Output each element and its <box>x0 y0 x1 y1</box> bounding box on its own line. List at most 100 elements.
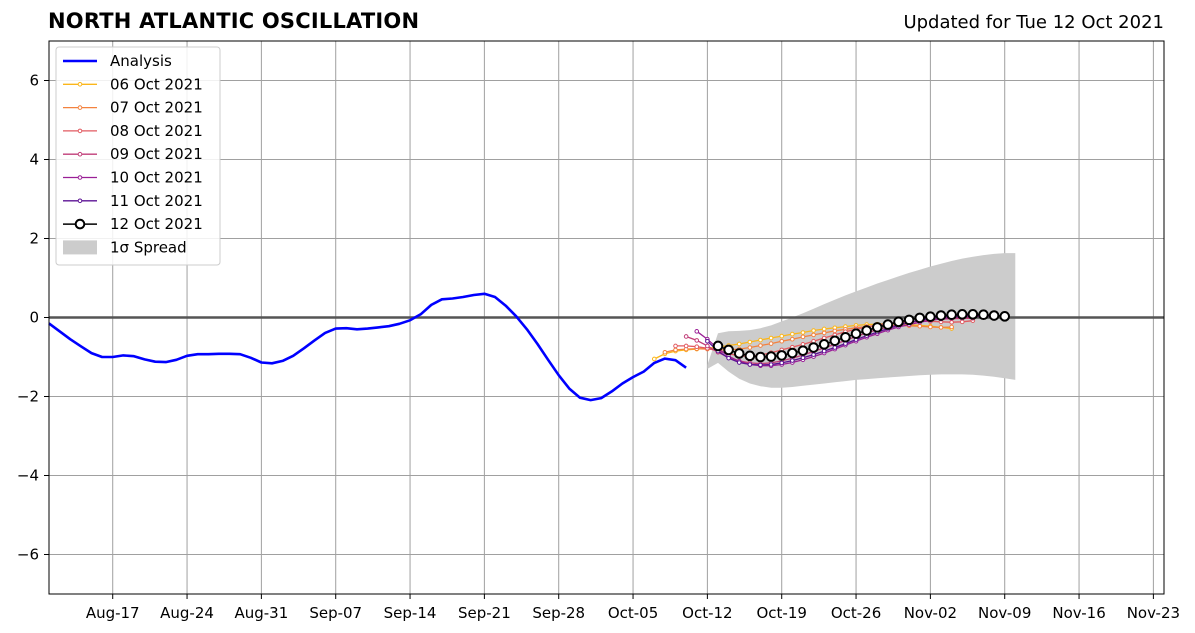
y-tick-label: −2 <box>17 388 39 406</box>
forecast-point <box>811 332 816 338</box>
latest-forecast-point <box>765 351 777 362</box>
latest-forecast-point <box>723 344 734 356</box>
forecast-point <box>800 330 806 335</box>
latest-forecast-point <box>956 309 968 320</box>
latest-forecast-point <box>999 311 1011 322</box>
legend-entry-label: 07 Oct 2021 <box>110 99 203 117</box>
forecast-point <box>758 337 763 343</box>
latest-forecast-point <box>797 345 809 356</box>
latest-forecast-point <box>744 350 756 362</box>
latest-forecast-point <box>818 339 830 350</box>
x-tick-label: Oct-26 <box>831 604 881 622</box>
x-tick-label: Oct-12 <box>682 604 732 622</box>
forecast-point <box>779 338 785 344</box>
forecast-point <box>705 343 710 349</box>
forecast-point <box>694 329 700 334</box>
latest-forecast-point <box>903 314 915 326</box>
forecast-point <box>949 324 954 330</box>
forecast-point <box>651 356 657 362</box>
y-tick-label: −4 <box>17 467 39 485</box>
chart-title: NORTH ATLANTIC OSCILLATION <box>48 9 420 33</box>
legend-entry-label: 10 Oct 2021 <box>110 169 203 187</box>
y-tick-label: 4 <box>29 151 39 169</box>
x-tick-label: Nov-09 <box>978 604 1031 622</box>
legend-swatch-marker <box>77 105 83 110</box>
latest-forecast-point <box>829 335 841 347</box>
latest-forecast-point <box>861 325 872 336</box>
forecast-point <box>800 355 806 361</box>
latest-forecast-point <box>914 312 926 324</box>
legend-entry-label: 08 Oct 2021 <box>110 122 203 140</box>
forecast-point <box>662 349 668 355</box>
forecast-point <box>917 323 923 329</box>
forecast-point <box>779 360 785 366</box>
latest-forecast-point <box>755 351 766 363</box>
latest-forecast-point <box>840 331 851 343</box>
forecast-point <box>821 348 827 354</box>
latest-forecast-point <box>787 347 798 359</box>
x-tick-label: Sep-28 <box>532 604 585 622</box>
forecast-point <box>673 347 678 353</box>
x-tick-label: Aug-31 <box>234 604 288 622</box>
forecast-point <box>800 334 806 340</box>
legend-swatch-marker <box>77 151 83 157</box>
forecast-point <box>832 328 838 334</box>
legend-entry-label: 12 Oct 2021 <box>110 215 203 233</box>
forecast-point <box>768 362 774 367</box>
forecast-point <box>736 341 742 347</box>
analysis-line <box>48 292 687 402</box>
forecast-point <box>747 362 753 367</box>
x-tick-label: Aug-24 <box>160 604 214 622</box>
forecast-point <box>790 358 795 363</box>
forecast-point <box>694 344 700 350</box>
x-tick-label: Oct-05 <box>608 604 658 622</box>
latest-forecast-point <box>882 319 894 330</box>
legend-entry-label: Analysis <box>110 52 172 70</box>
legend: Analysis 06 Oct 2021 07 Oct 2021 08 Oct 202… <box>55 46 221 266</box>
forecast-point <box>758 343 763 348</box>
forecast-point <box>747 339 753 345</box>
y-tick-label: 2 <box>29 230 39 248</box>
latest-forecast-point <box>967 309 979 320</box>
forecast-point <box>821 330 827 336</box>
x-tick-label: Nov-02 <box>904 604 957 622</box>
updated-date-label: Updated for Tue 12 Oct 2021 <box>903 12 1164 33</box>
latest-forecast-point <box>776 350 788 361</box>
forecast-point <box>747 345 753 350</box>
forecast-point <box>790 336 795 342</box>
latest-forecast-point <box>712 340 724 352</box>
x-tick-label: Aug-17 <box>86 604 140 622</box>
forecast-point <box>811 328 816 333</box>
forecast-point <box>779 333 785 339</box>
legend-entry-label: 06 Oct 2021 <box>110 75 203 93</box>
x-tick-label: Sep-21 <box>458 604 511 622</box>
y-tick-label: 6 <box>29 72 39 90</box>
legend-swatch-marker <box>77 175 83 180</box>
forecast-point <box>938 325 944 330</box>
x-tick-label: Sep-07 <box>309 604 362 622</box>
forecast-point <box>832 345 838 350</box>
forecast-point <box>790 331 795 337</box>
latest-forecast-point <box>893 316 904 328</box>
x-tick-label: Nov-23 <box>1127 604 1180 622</box>
latest-forecast-point <box>946 309 957 321</box>
latest-forecast-point <box>925 311 936 323</box>
legend-swatch-spread <box>63 240 97 255</box>
y-tick-label: −6 <box>17 546 39 564</box>
legend-swatch-marker <box>77 82 83 87</box>
series-layer <box>48 292 1011 402</box>
forecast-point <box>768 335 774 341</box>
latest-forecast-point <box>733 348 745 359</box>
forecast-point <box>928 324 933 330</box>
forecast-point <box>705 338 710 344</box>
x-tick-label: Sep-14 <box>384 604 437 622</box>
legend-swatch-marker <box>74 218 86 230</box>
legend-swatch-marker <box>77 128 83 134</box>
legend-entry-label: 1σ Spread <box>110 238 187 256</box>
latest-forecast-point <box>988 310 1000 321</box>
axis-ticks: Aug-17 Aug-24 Aug-31 Sep-07 Sep-14 Sep-21 Sep-… <box>17 72 1180 623</box>
forecast-point <box>758 362 763 368</box>
forecast-point <box>811 352 816 357</box>
legend-box <box>55 46 221 266</box>
